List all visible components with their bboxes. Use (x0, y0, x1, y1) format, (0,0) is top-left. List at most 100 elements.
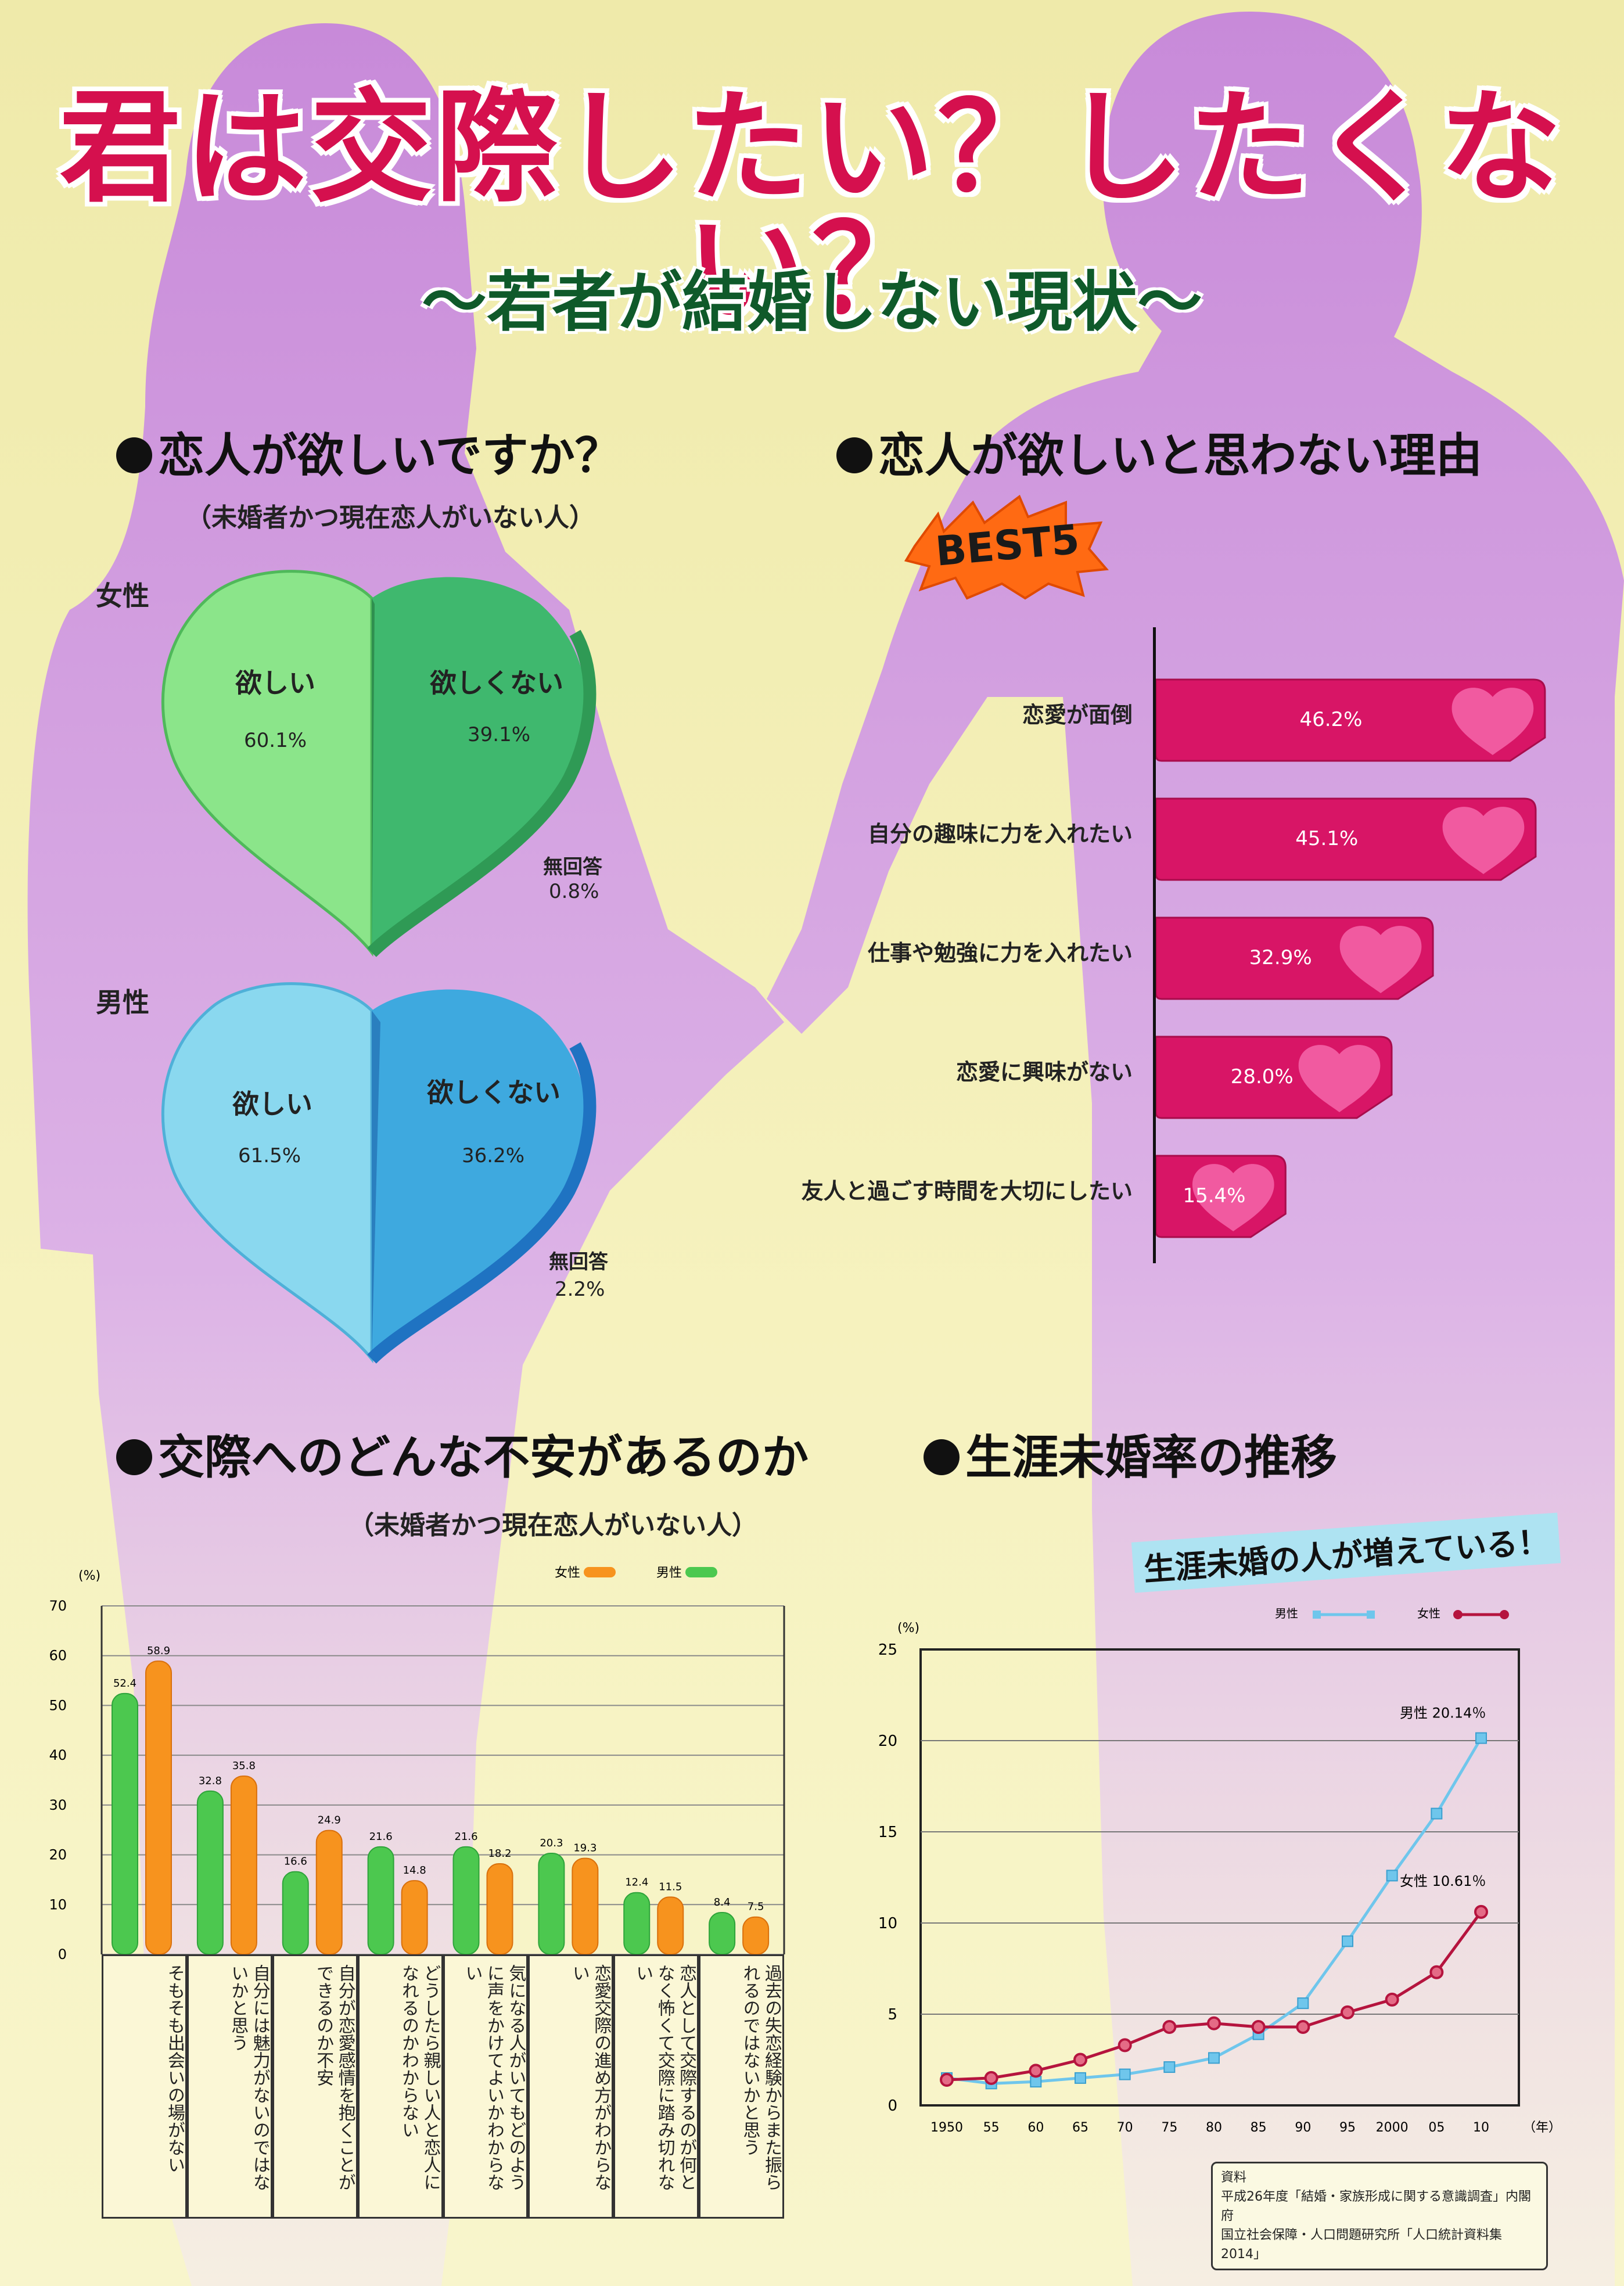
bullet-icon (116, 437, 152, 474)
section-anxiety-heading: 交際へのどんな不安があるのか (116, 1435, 809, 1481)
best5-badge: BEST5 (904, 494, 1109, 600)
category-cell: どうしたら親しい人と恋人になれるのかわからない (357, 1954, 443, 2219)
category-label: 恋愛交際の進め方がわからない (569, 1964, 612, 2191)
male-noanswer-slice (372, 1011, 380, 1359)
male-point (1208, 2052, 1220, 2064)
poster-subtitle: ～若者が結婚しない現状～ (422, 265, 1202, 340)
category-cell: 恋人として交際するのが何となく怖くて交際に踏み切れない (613, 1954, 699, 2219)
female-want-pct: 60.1% (244, 729, 307, 752)
male-want-slice (161, 982, 373, 1364)
y-tick-label: 10 (49, 1896, 67, 1913)
male-noanswer-label: 無回答 (549, 1250, 608, 1274)
category-label: どうしたら親しい人と恋人になれるのかわからない (398, 1964, 441, 2191)
male-want-label: 欲しい (232, 1088, 312, 1120)
bar-value-label: 7.5 (748, 1901, 764, 1913)
legend-male-label: 男性 (656, 1566, 682, 1580)
category-label: そもそも出会いの場がない (164, 1964, 185, 2173)
female-point (1207, 2016, 1221, 2030)
female-point (1341, 2005, 1354, 2019)
female-notwant-slice (372, 577, 587, 952)
x-tick-label: 65 (1072, 2120, 1088, 2135)
male-point (1431, 1807, 1443, 1820)
x-tick-label: 95 (1339, 2120, 1356, 2135)
reason-value-label: 28.0% (1231, 1065, 1294, 1088)
bar-value-label: 20.3 (540, 1837, 563, 1849)
bar (486, 1863, 513, 1955)
category-cell: 過去の失恋経験からまた振られるのではないかと思う (699, 1954, 784, 2219)
poster-title: 君は交際したい？したくない？ (59, 77, 1565, 341)
section-anxiety-note: （未婚者かつ現在恋人がいない人） (348, 1511, 757, 1540)
female-notwant-pct: 39.1% (468, 723, 531, 746)
category-label: 自分には魅力がないのではないかと思う (228, 1964, 270, 2191)
x-tick-label: 85 (1251, 2120, 1267, 2135)
heart-icon (1192, 1164, 1274, 1231)
category-label: 自分が恋愛感情を抱くことができるのか不安 (313, 1964, 355, 2191)
male-noanswer-pct: 2.2% (555, 1278, 605, 1301)
section-reason-heading: 恋人が欲しいと思わない理由 (836, 433, 1482, 479)
bar (452, 1846, 480, 1955)
y-tick-label: 25 (878, 1641, 897, 1659)
reason-axis-line (1153, 627, 1156, 1263)
female-point (1429, 1965, 1444, 1979)
bar (112, 1692, 138, 1955)
female-point (1296, 2019, 1310, 2034)
y-tick-label: 40 (49, 1747, 67, 1763)
category-label: 過去の失恋経験からまた振られるのではないかと思う (739, 1964, 782, 2191)
reason-label: 友人と過ごす時間を大切にしたい (801, 1178, 1133, 1204)
y-tick-label: 20 (49, 1847, 67, 1863)
bullet-icon (836, 437, 872, 474)
male-label: 男性 (96, 987, 149, 1018)
category-cell: 気になる人がいてもどのように声をかけてよいかわからない (443, 1954, 529, 2219)
female-point (1162, 2019, 1177, 2034)
y-tick-label: 10 (878, 1915, 897, 1932)
male-notwant-pct: 36.2% (462, 1144, 525, 1167)
reason-label: 恋愛が面倒 (1022, 702, 1133, 728)
female-point (1474, 1904, 1488, 1919)
male-want-pct: 61.5% (238, 1144, 301, 1167)
bar (196, 1790, 224, 1955)
bar-value-label: 8.4 (714, 1896, 731, 1908)
bar-value-label: 12.4 (625, 1877, 648, 1889)
bar (538, 1853, 565, 1955)
male-point (1075, 2072, 1086, 2084)
male-point (1297, 1997, 1309, 2010)
reason-value-label: 15.4% (1183, 1184, 1245, 1207)
y-tick-label: 60 (49, 1648, 67, 1664)
y-tick-label: 70 (49, 1598, 67, 1614)
male-series-line (946, 1737, 1483, 2085)
bar-value-label: 21.6 (454, 1831, 477, 1843)
bar (742, 1916, 770, 1956)
female-point (1251, 2019, 1266, 2034)
y-tick-label: 20 (878, 1733, 897, 1750)
x-tick-label: 55 (983, 2120, 1000, 2135)
bar (230, 1775, 257, 1955)
x-tick-label: 75 (1161, 2120, 1177, 2135)
bar-value-label: 19.3 (573, 1842, 597, 1854)
y-tick-label: 5 (888, 2006, 897, 2023)
x-tick-label: 90 (1295, 2120, 1311, 2135)
female-point (1029, 2064, 1043, 2078)
female-noanswer-slice (372, 598, 375, 952)
reason-bar: 15.4% (1156, 1155, 1287, 1238)
female-point (1118, 2038, 1132, 2053)
legend-female-marker (1453, 1610, 1463, 1619)
female-noanswer-label: 無回答 (543, 856, 602, 879)
category-cell: そもそも出会いの場がない (102, 1954, 187, 2219)
bar (367, 1846, 394, 1955)
heart-icon (1298, 1045, 1381, 1112)
category-cell: 自分には魅力がないのではないかと思う (186, 1954, 272, 2219)
heart-icon (1442, 807, 1525, 874)
y-tick-label: 0 (888, 2097, 897, 2115)
x-tick-label: 10 (1473, 2120, 1489, 2135)
male-point (1030, 2076, 1042, 2088)
bar (623, 1892, 651, 1956)
legend-female-label: 女性 (1417, 1606, 1440, 1620)
legend-male-marker (1313, 1611, 1321, 1619)
bar (145, 1660, 172, 1955)
bar-value-label: 18.2 (488, 1848, 511, 1860)
male-end-annotation: 男性 20.14％ (1400, 1705, 1486, 1721)
female-heart-chart (161, 570, 597, 957)
reason-bar: 46.2% (1156, 678, 1546, 762)
female-end-annotation: 女性 10.61％ (1400, 1873, 1486, 1889)
